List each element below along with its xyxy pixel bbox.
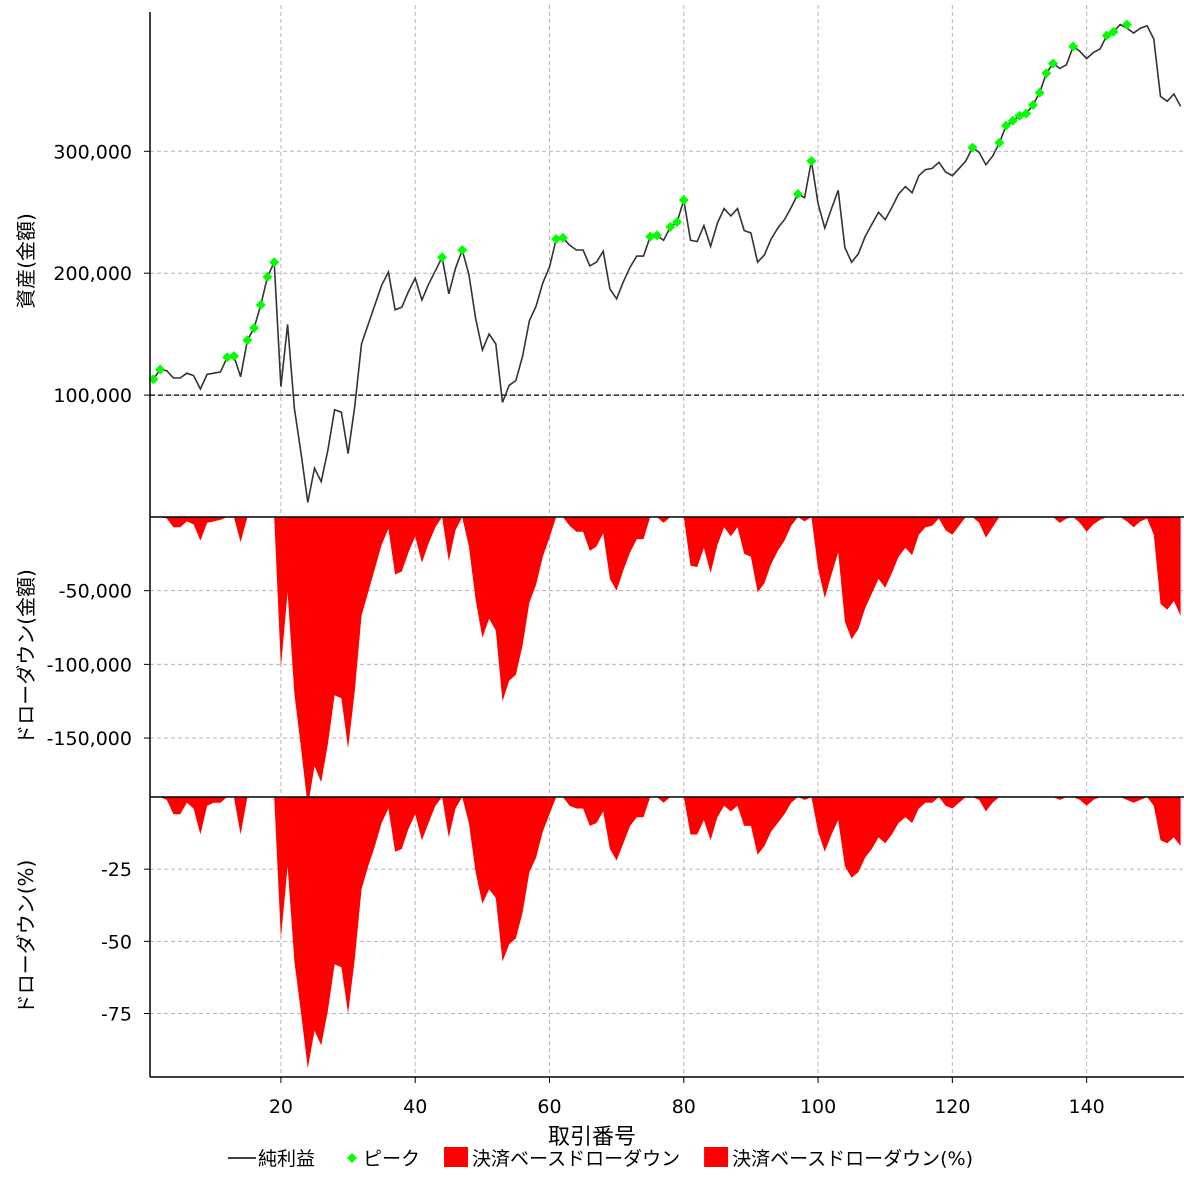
y-tick-label: -100,000 bbox=[47, 654, 132, 676]
y-tick-label: -50 bbox=[101, 931, 132, 953]
x-tick-label: 20 bbox=[269, 1096, 293, 1118]
y-tick-label: -75 bbox=[101, 1003, 132, 1025]
peak-marker bbox=[806, 156, 817, 167]
peak-marker bbox=[1121, 19, 1132, 30]
x-tick-label: 120 bbox=[934, 1096, 970, 1118]
peak-marker bbox=[557, 232, 568, 243]
peak-marker bbox=[228, 351, 239, 362]
x-tick-label: 40 bbox=[403, 1096, 427, 1118]
legend-label: ピーク bbox=[363, 1148, 420, 1170]
legend-label: 純利益 bbox=[258, 1148, 315, 1170]
legend-label: 決済ベースドローダウン bbox=[472, 1148, 680, 1170]
x-tick-label: 60 bbox=[537, 1096, 561, 1118]
legend-box-swatch bbox=[704, 1147, 729, 1167]
axes bbox=[144, 12, 1184, 1083]
equity-line bbox=[152, 23, 1182, 503]
y-axis-label: ドローダウン(金額) bbox=[14, 569, 38, 745]
peak-marker bbox=[967, 142, 978, 153]
peak-marker bbox=[1027, 99, 1038, 110]
drawdown-area bbox=[153, 797, 1181, 1069]
peak-marker bbox=[1101, 30, 1112, 41]
peak-marker bbox=[1108, 26, 1119, 37]
peak-marker bbox=[551, 234, 562, 245]
peak-marker bbox=[1007, 115, 1018, 126]
peak-marker bbox=[437, 252, 448, 263]
peak-marker bbox=[678, 195, 689, 206]
peak-marker bbox=[148, 374, 159, 385]
peak-marker bbox=[1068, 41, 1079, 52]
y-tick-label: -50,000 bbox=[59, 581, 132, 603]
equity-lines bbox=[148, 19, 1184, 503]
y-tick-label: -25 bbox=[101, 859, 132, 881]
peak-marker bbox=[242, 335, 253, 346]
peak-marker bbox=[262, 271, 273, 282]
peak-marker bbox=[1034, 87, 1045, 98]
drawdown-areas bbox=[153, 517, 1181, 1069]
x-tick-label: 140 bbox=[1069, 1096, 1105, 1118]
peak-marker bbox=[457, 245, 468, 256]
legend-diamond-swatch bbox=[347, 1153, 358, 1163]
legend-box-swatch bbox=[444, 1147, 469, 1167]
peak-marker bbox=[1021, 108, 1032, 119]
y-tick-label: 200,000 bbox=[53, 263, 132, 285]
peak-marker bbox=[222, 352, 233, 363]
y-tick-label: 300,000 bbox=[53, 141, 132, 163]
x-tick-label: 100 bbox=[800, 1096, 836, 1118]
peak-marker bbox=[1041, 68, 1052, 79]
y-tick-label: -150,000 bbox=[47, 728, 132, 750]
y-axis-label: ドローダウン(%) bbox=[14, 860, 38, 1015]
legend-label: 決済ベースドローダウン(%) bbox=[732, 1148, 973, 1170]
axis-labels: 20 40 60 80 100 120 140 100,000 200,000 300,000 資産… bbox=[14, 141, 1105, 1150]
peak-marker bbox=[249, 323, 260, 334]
x-axis-label: 取引番号 bbox=[548, 1125, 636, 1150]
peak-marker bbox=[665, 221, 676, 232]
peak-marker bbox=[155, 364, 166, 375]
peak-marker bbox=[1001, 120, 1012, 131]
drawdown-area bbox=[153, 517, 1181, 808]
peak-marker bbox=[1048, 58, 1059, 69]
y-axis-label: 資産(金額) bbox=[14, 213, 38, 309]
peak-marker bbox=[792, 188, 803, 199]
peak-marker bbox=[255, 299, 266, 310]
y-tick-label: 100,000 bbox=[53, 385, 132, 407]
peak-marker bbox=[994, 137, 1005, 148]
peak-marker bbox=[645, 231, 656, 242]
peak-marker bbox=[651, 230, 662, 241]
x-tick-label: 80 bbox=[672, 1096, 696, 1118]
peak-marker bbox=[672, 216, 683, 227]
peak-marker bbox=[269, 257, 280, 268]
legend: 純利益 ピーク 決済ベースドローダウン 決済ベースドローダウン(%) bbox=[228, 1147, 973, 1170]
